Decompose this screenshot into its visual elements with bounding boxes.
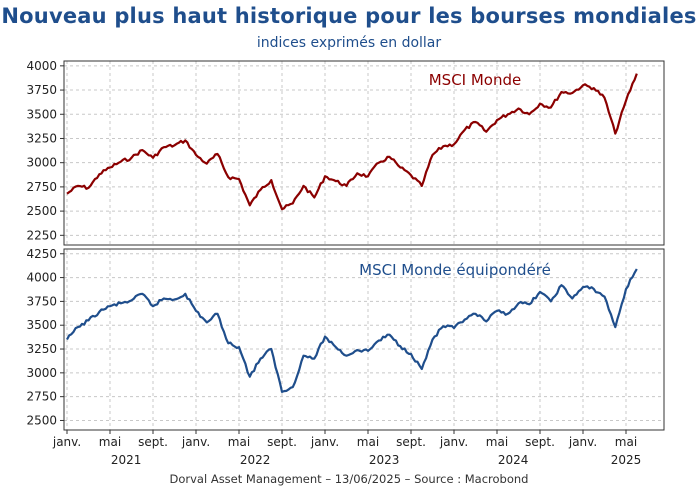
series-line-msci-world: [66, 73, 638, 211]
y-tick-label: 3500: [26, 107, 57, 121]
chart-title: Nouveau plus haut historique pour les bo…: [1, 4, 697, 28]
x-tick-label: mai: [228, 435, 250, 449]
x-tick-label: janv.: [52, 435, 81, 449]
x-axis: janv. mai sept. janv. mai sept. janv. mai sept. j…: [52, 430, 641, 467]
x-year-label: 2025: [611, 453, 642, 467]
y-tick-label: 3750: [26, 83, 57, 97]
y-tick-label: 2750: [26, 180, 57, 194]
y-tick-label: 3000: [26, 156, 57, 170]
x-tick-label: mai: [486, 435, 508, 449]
series-label: MSCI Monde équipondéré: [359, 261, 551, 279]
x-year-label: 2023: [369, 453, 400, 467]
series-label: MSCI Monde: [429, 71, 522, 89]
x-tick-label: janv.: [439, 435, 468, 449]
y-tick-label: 3750: [26, 294, 57, 308]
y-tick-label: 2500: [26, 413, 57, 427]
series-line-msci-equal-weight: [66, 268, 638, 393]
y-tick-label: 3250: [26, 131, 57, 145]
panel-msci-equal-weight: 2500 2750 3000 3250 3500 3750 4000 4250 MSCI Mon…: [26, 247, 665, 431]
x-year-label: 2022: [240, 453, 271, 467]
plot-frame: [63, 248, 665, 431]
y-tick-label: 3250: [26, 342, 57, 356]
source-note: Dorval Asset Management – 13/06/2025 – S…: [169, 472, 529, 486]
x-tick-label: mai: [99, 435, 121, 449]
x-year-label: 2024: [498, 453, 529, 467]
panel-msci-world: 2250 2500 2750 3000 3250 3500 3750 4000 MSCI Mon…: [26, 59, 665, 246]
x-tick-label: sept.: [525, 435, 555, 449]
x-tick-label: mai: [615, 435, 637, 449]
x-tick-label: sept.: [267, 435, 297, 449]
y-tick-label: 2750: [26, 390, 57, 404]
x-tick-label: sept.: [396, 435, 426, 449]
x-year-label: 2021: [111, 453, 142, 467]
y-tick-label: 2250: [26, 228, 57, 242]
y-tick-label: 4250: [26, 247, 57, 261]
plot-frame: [63, 60, 665, 246]
chart-subtitle: indices exprimés en dollar: [256, 35, 442, 51]
y-tick-label: 3000: [26, 366, 57, 380]
y-tick-label: 2500: [26, 204, 57, 218]
x-tick-label: janv.: [181, 435, 210, 449]
y-tick-label: 4000: [26, 59, 57, 73]
x-tick-label: janv.: [568, 435, 597, 449]
x-tick-label: janv.: [310, 435, 339, 449]
y-tick-label: 3500: [26, 318, 57, 332]
x-tick-label: sept.: [138, 435, 168, 449]
y-tick-label: 4000: [26, 271, 57, 285]
x-tick-label: mai: [357, 435, 379, 449]
